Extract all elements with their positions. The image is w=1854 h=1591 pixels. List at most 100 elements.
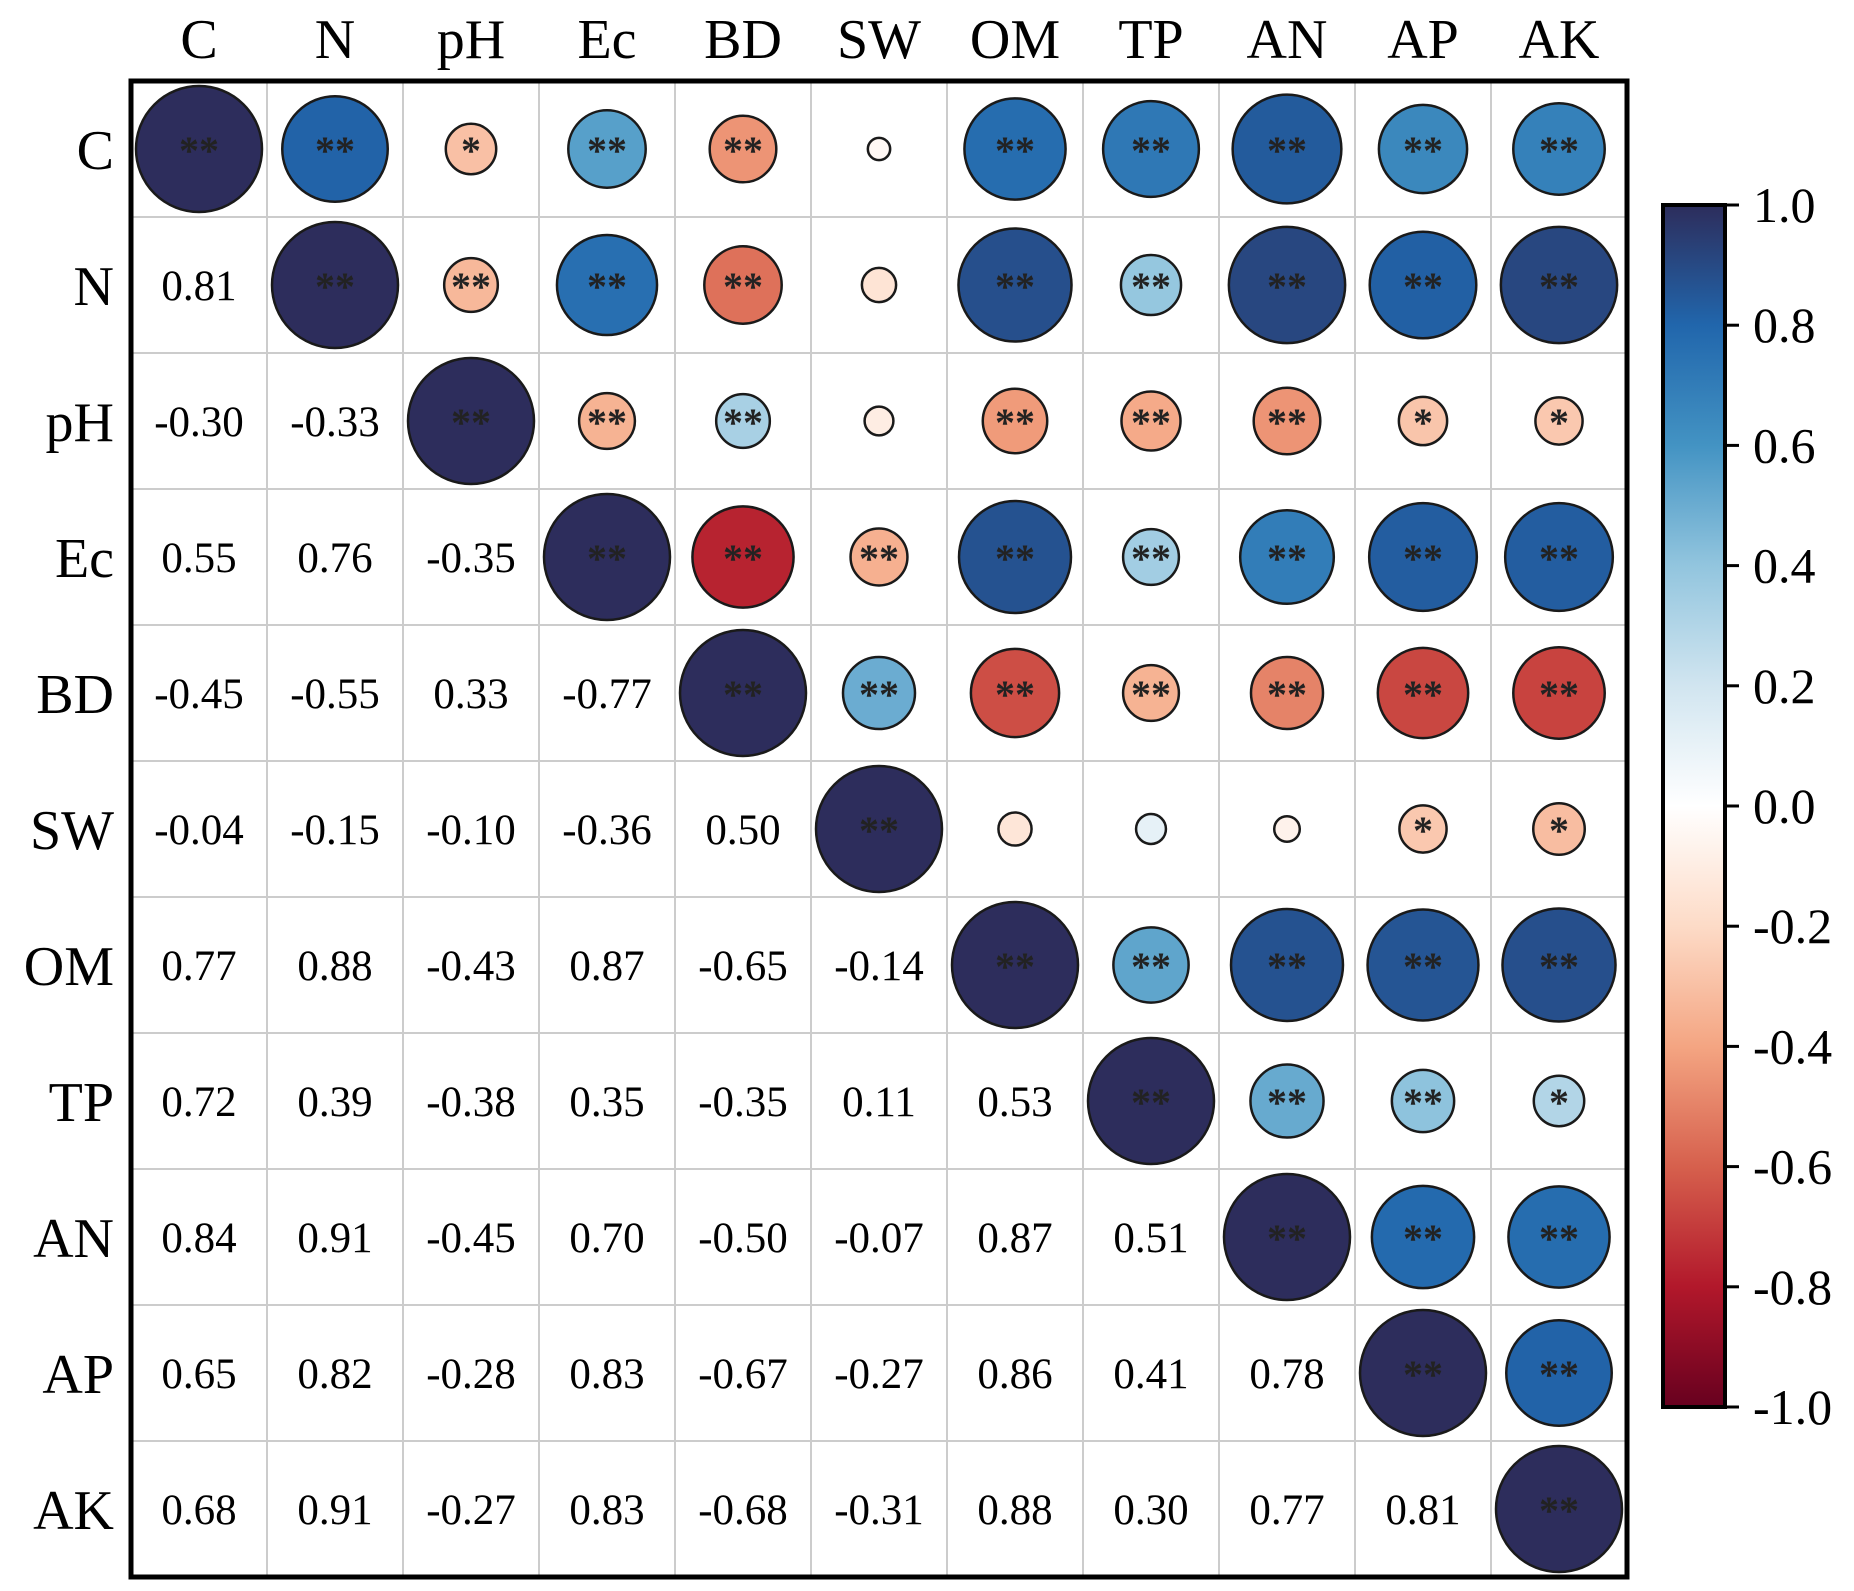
correlation-circle [270,220,400,350]
correlation-value-label: -0.45 [426,1215,516,1262]
correlation-circle [1368,230,1478,340]
correlation-value-label: 0.70 [569,1215,644,1262]
row-label: SW [30,800,114,862]
correlation-value-label: -0.27 [426,1487,516,1534]
correlation-circle [1134,812,1168,846]
column-label: BD [704,9,782,71]
correlation-circle [1507,1185,1611,1289]
significance-mark: ** [1267,264,1307,309]
correlation-circle [957,227,1073,343]
correlation-circle [1503,501,1615,613]
correlation-circle [555,233,659,337]
grid-layer [128,78,1630,1580]
row-label: N [74,256,114,318]
significance-mark: ** [1539,128,1579,173]
correlation-circle [1390,1068,1456,1134]
row-label: Ec [55,528,114,590]
correlation-circle [1112,926,1190,1004]
correlation-value-label: 0.39 [297,1079,372,1126]
correlation-circle [567,109,647,189]
row-label: TP [49,1072,114,1134]
correlation-value-label: -0.68 [698,1487,788,1534]
significance-mark: ** [587,536,627,581]
column-label: OM [970,9,1060,71]
correlation-circle [703,245,783,325]
correlation-value-label: -0.67 [698,1351,788,1398]
significance-mark: * [1413,808,1433,853]
correlation-circle [1101,99,1201,199]
correlation-circle [969,647,1061,739]
significance-mark: ** [1539,1352,1579,1397]
correlation-circle [1512,646,1606,740]
column-label: Ec [577,9,636,71]
significance-mark: ** [1131,536,1171,581]
correlation-circle [841,655,917,731]
colorbar: 1.0 0.8 0.6 0.4 0.2 0.0 -0.2 -0.4 -0.6 -0.8 -1.0 [1661,177,1832,1435]
correlation-value-label: 0.87 [569,943,644,990]
column-label: SW [837,9,921,71]
significance-mark: ** [1403,944,1443,989]
correlation-circle [849,527,909,587]
correlation-circle [1366,908,1480,1022]
significance-mark: ** [587,400,627,445]
significance-mark: ** [995,128,1035,173]
significance-mark: ** [179,128,219,173]
column-label: N [315,9,355,71]
significance-mark: ** [1539,944,1579,989]
correlation-circle [860,266,898,304]
correlation-circle [691,505,795,609]
significance-mark: ** [723,400,763,445]
correlation-circle [1494,1444,1624,1574]
correlation-circle [1252,386,1322,456]
significance-mark: ** [995,536,1035,581]
correlation-circle [1370,1184,1476,1290]
significance-mark: ** [1267,400,1307,445]
significance-mark: ** [723,128,763,173]
correlation-circle [406,356,536,486]
colorbar-tick-label: 0.4 [1753,538,1816,594]
significance-mark: ** [1539,672,1579,717]
colorbar-gradient [1661,203,1727,1409]
correlation-circle [708,114,778,184]
correlation-circle [714,392,772,450]
correlation-value-label: -0.35 [426,535,516,582]
significance-mark: ** [995,264,1035,309]
correlation-circle [997,811,1033,847]
significance-mark: ** [723,672,763,717]
correlation-circle [1086,1036,1216,1166]
correlation-circle [981,387,1049,455]
significance-mark: ** [995,944,1035,989]
correlation-value-label: 0.33 [433,671,508,718]
correlation-circle [1501,907,1617,1023]
correlation-value-label: 0.88 [297,943,372,990]
colorbar-tick-label: -0.4 [1753,1018,1832,1074]
colorbar-tick-label: -1.0 [1753,1379,1832,1435]
correlation-value-label: -0.36 [562,807,652,854]
correlation-value-label: 0.50 [705,807,780,854]
correlation-value-label: 0.83 [569,1351,644,1398]
significance-mark: ** [1539,536,1579,581]
correlation-value-label: -0.07 [834,1215,924,1262]
significance-mark: ** [1539,264,1579,309]
correlation-circle [1358,1308,1488,1438]
significance-mark: ** [1267,536,1307,581]
correlation-circle [1398,804,1448,854]
significance-mark: ** [723,536,763,581]
correlation-circle [442,256,500,314]
row-label: pH [46,392,114,454]
correlation-circle [1505,1319,1613,1427]
significance-mark: ** [723,264,763,309]
correlation-value-label: 0.88 [977,1487,1052,1534]
correlation-value-label: 0.72 [161,1079,236,1126]
significance-mark: ** [1539,1216,1579,1261]
significance-mark: ** [1403,264,1443,309]
correlation-value-label: -0.33 [290,399,380,446]
significance-mark: ** [1131,672,1171,717]
correlation-circle [1532,802,1586,856]
correlation-value-label: 0.81 [161,263,236,310]
significance-mark: * [1549,400,1569,445]
correlation-value-label: 0.81 [1385,1487,1460,1534]
matrix-frame [128,78,1630,1580]
correlation-circle [1238,508,1336,606]
